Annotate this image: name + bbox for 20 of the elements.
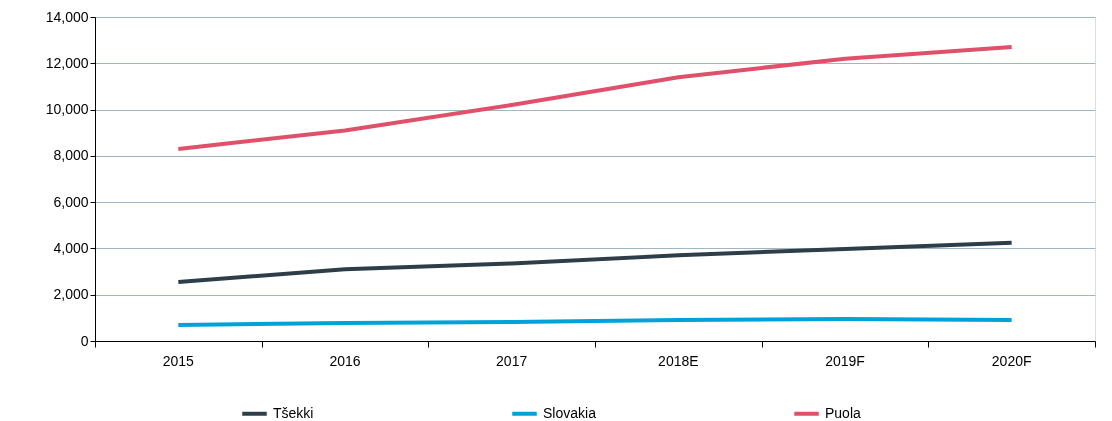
legend-label: Tšekki bbox=[273, 404, 314, 421]
y-tick-label: 0 bbox=[80, 332, 89, 349]
legend-label: Slovakia bbox=[543, 404, 597, 421]
y-tick-label: 8,000 bbox=[53, 147, 89, 164]
x-tick-label: 2020F bbox=[991, 353, 1032, 369]
y-tick-label: 14,000 bbox=[45, 8, 89, 25]
x-tick-label: 2019F bbox=[825, 353, 865, 369]
y-tick-label: 6,000 bbox=[53, 193, 89, 210]
x-tick-label: 2017 bbox=[496, 353, 528, 369]
line-series bbox=[176, 240, 1014, 284]
x-tick-label: 2016 bbox=[329, 353, 361, 369]
x-tick-label: 2015 bbox=[162, 353, 195, 369]
y-tick-label: 12,000 bbox=[45, 54, 89, 71]
y-tick-label: 4,000 bbox=[53, 239, 89, 256]
x-tick-label: 2018E bbox=[658, 353, 699, 369]
y-tick-label: 10,000 bbox=[45, 101, 89, 118]
line-series bbox=[176, 45, 1014, 151]
line-series bbox=[176, 317, 1014, 328]
legend-label: Puola bbox=[825, 404, 862, 421]
y-tick-label: 2,000 bbox=[53, 286, 89, 303]
